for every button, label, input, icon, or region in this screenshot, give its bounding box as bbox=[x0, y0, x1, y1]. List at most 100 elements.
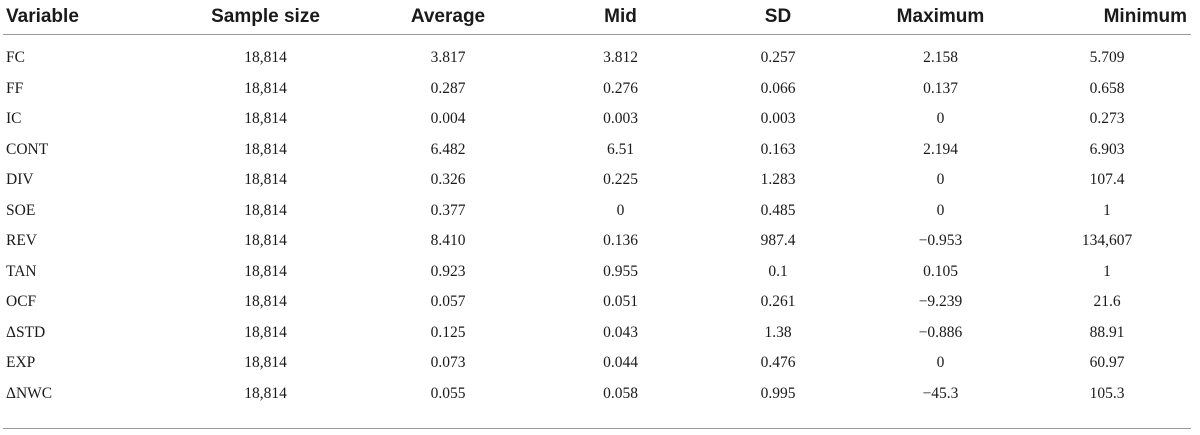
cell-sd: 1.283 bbox=[760, 171, 796, 189]
cell-mid: 0.043 bbox=[603, 323, 638, 341]
cell-mid: 0.136 bbox=[603, 232, 638, 250]
cell-mid: 0.955 bbox=[603, 262, 638, 280]
header-sd: SD bbox=[764, 6, 792, 27]
cell-sample-size: 18,814 bbox=[244, 201, 287, 219]
cell-maximum: 2.194 bbox=[923, 140, 958, 158]
cell-variable: SOE bbox=[6, 201, 36, 219]
cell-sd: 1.38 bbox=[764, 323, 792, 341]
cell-minimum: 1 bbox=[1103, 201, 1111, 219]
cell-sd: 0.1 bbox=[768, 262, 788, 280]
table-row: IC 18,814 0.004 0.003 0.003 0 0.273 bbox=[3, 104, 1191, 135]
cell-sample-size: 18,814 bbox=[244, 323, 287, 341]
cell-variable: CONT bbox=[6, 140, 49, 158]
cell-average: 0.055 bbox=[430, 384, 466, 402]
cell-average: 0.073 bbox=[430, 354, 466, 372]
cell-minimum: 0.273 bbox=[1089, 110, 1125, 128]
cell-sd: 0.257 bbox=[760, 49, 796, 67]
cell-mid: 0.051 bbox=[603, 293, 638, 311]
cell-maximum: 0 bbox=[936, 110, 945, 128]
cell-average: 3.817 bbox=[430, 49, 466, 67]
table-row: OCF 18,814 0.057 0.051 0.261 −9.239 21.6 bbox=[3, 287, 1191, 318]
cell-minimum: 107.4 bbox=[1089, 171, 1125, 189]
table-body: FC 18,814 3.817 3.812 0.257 2.158 5.709 FF 18,81… bbox=[3, 35, 1191, 410]
cell-variable: FF bbox=[6, 79, 24, 97]
cell-sample-size: 18,814 bbox=[244, 384, 287, 402]
cell-sd: 0.485 bbox=[760, 201, 796, 219]
cell-minimum: 105.3 bbox=[1089, 384, 1125, 402]
cell-variable: OCF bbox=[6, 293, 37, 311]
cell-sample-size: 18,814 bbox=[244, 262, 287, 280]
cell-maximum: 0.105 bbox=[923, 262, 958, 280]
cell-sd: 0.066 bbox=[760, 79, 796, 97]
cell-sample-size: 18,814 bbox=[244, 140, 287, 158]
cell-average: 0.377 bbox=[430, 201, 466, 219]
cell-maximum: 0 bbox=[936, 201, 945, 219]
header-mid: Mid bbox=[604, 6, 637, 27]
cell-sample-size: 18,814 bbox=[244, 171, 287, 189]
cell-mid: 0.058 bbox=[603, 384, 638, 402]
cell-mid: 3.812 bbox=[603, 49, 638, 67]
header-sample-size: Sample size bbox=[211, 6, 320, 27]
cell-mid: 6.51 bbox=[606, 140, 635, 158]
cell-variable: DIV bbox=[6, 171, 34, 189]
cell-minimum: 0.658 bbox=[1089, 79, 1125, 97]
cell-sd: 0.003 bbox=[760, 110, 796, 128]
cell-minimum: 1 bbox=[1103, 262, 1111, 280]
cell-average: 0.057 bbox=[430, 293, 466, 311]
table-row: SOE 18,814 0.377 0 0.485 0 1 bbox=[3, 196, 1191, 227]
cell-variable: ΔNWC bbox=[6, 384, 53, 402]
cell-maximum: 0 bbox=[936, 354, 945, 372]
cell-maximum: −45.3 bbox=[922, 384, 959, 402]
header-maximum: Maximum bbox=[896, 6, 985, 27]
cell-minimum: 60.97 bbox=[1089, 354, 1125, 372]
cell-variable: EXP bbox=[6, 354, 36, 372]
cell-minimum: 88.91 bbox=[1089, 323, 1125, 341]
cell-variable: REV bbox=[6, 232, 37, 250]
cell-variable: ΔSTD bbox=[6, 323, 46, 341]
cell-sample-size: 18,814 bbox=[244, 232, 287, 250]
cell-minimum: 6.903 bbox=[1089, 140, 1125, 158]
cell-average: 0.004 bbox=[430, 110, 466, 128]
cell-average: 0.125 bbox=[430, 323, 466, 341]
cell-average: 0.923 bbox=[430, 262, 466, 280]
cell-maximum: −0.886 bbox=[918, 323, 963, 341]
cell-minimum: 134,607 bbox=[1081, 232, 1133, 250]
table-row: ΔSTD 18,814 0.125 0.043 1.38 −0.886 88.91 bbox=[3, 318, 1191, 349]
cell-maximum: 0.137 bbox=[923, 79, 958, 97]
cell-sample-size: 18,814 bbox=[244, 110, 287, 128]
table-bottom-rule bbox=[3, 428, 1191, 429]
cell-variable: IC bbox=[6, 110, 22, 128]
cell-sd: 0.995 bbox=[760, 384, 796, 402]
cell-maximum: 0 bbox=[936, 171, 945, 189]
cell-sd: 0.261 bbox=[760, 293, 796, 311]
cell-maximum: −9.239 bbox=[918, 293, 963, 311]
cell-sample-size: 18,814 bbox=[244, 49, 287, 67]
cell-variable: TAN bbox=[6, 262, 37, 280]
cell-mid: 0.044 bbox=[603, 354, 638, 372]
table-row: FF 18,814 0.287 0.276 0.066 0.137 0.658 bbox=[3, 74, 1191, 105]
header-minimum: Minimum bbox=[1103, 6, 1187, 27]
cell-mid: 0 bbox=[616, 201, 625, 219]
header-variable: Variable bbox=[6, 6, 79, 27]
cell-mid: 0.003 bbox=[603, 110, 638, 128]
cell-sd: 987.4 bbox=[760, 232, 796, 250]
cell-mid: 0.225 bbox=[603, 171, 638, 189]
cell-minimum: 5.709 bbox=[1089, 49, 1125, 67]
cell-sample-size: 18,814 bbox=[244, 354, 287, 372]
cell-sample-size: 18,814 bbox=[244, 293, 287, 311]
cell-maximum: 2.158 bbox=[923, 49, 958, 67]
cell-sample-size: 18,814 bbox=[244, 79, 287, 97]
table-row: CONT 18,814 6.482 6.51 0.163 2.194 6.903 bbox=[3, 135, 1191, 166]
table-header-row: Variable Sample size Average Mid SD Maxi… bbox=[3, 0, 1191, 35]
cell-variable: FC bbox=[6, 49, 25, 67]
table-row: ΔNWC 18,814 0.055 0.058 0.995 −45.3 105.3 bbox=[3, 379, 1191, 410]
cell-average: 0.326 bbox=[430, 171, 466, 189]
cell-sd: 0.163 bbox=[760, 140, 796, 158]
table-row: EXP 18,814 0.073 0.044 0.476 0 60.97 bbox=[3, 348, 1191, 379]
cell-average: 0.287 bbox=[430, 79, 466, 97]
cell-sd: 0.476 bbox=[760, 354, 796, 372]
descriptive-statistics-table: Variable Sample size Average Mid SD Maxi… bbox=[3, 0, 1191, 409]
table-row: FC 18,814 3.817 3.812 0.257 2.158 5.709 bbox=[3, 35, 1191, 74]
cell-average: 8.410 bbox=[430, 232, 466, 250]
